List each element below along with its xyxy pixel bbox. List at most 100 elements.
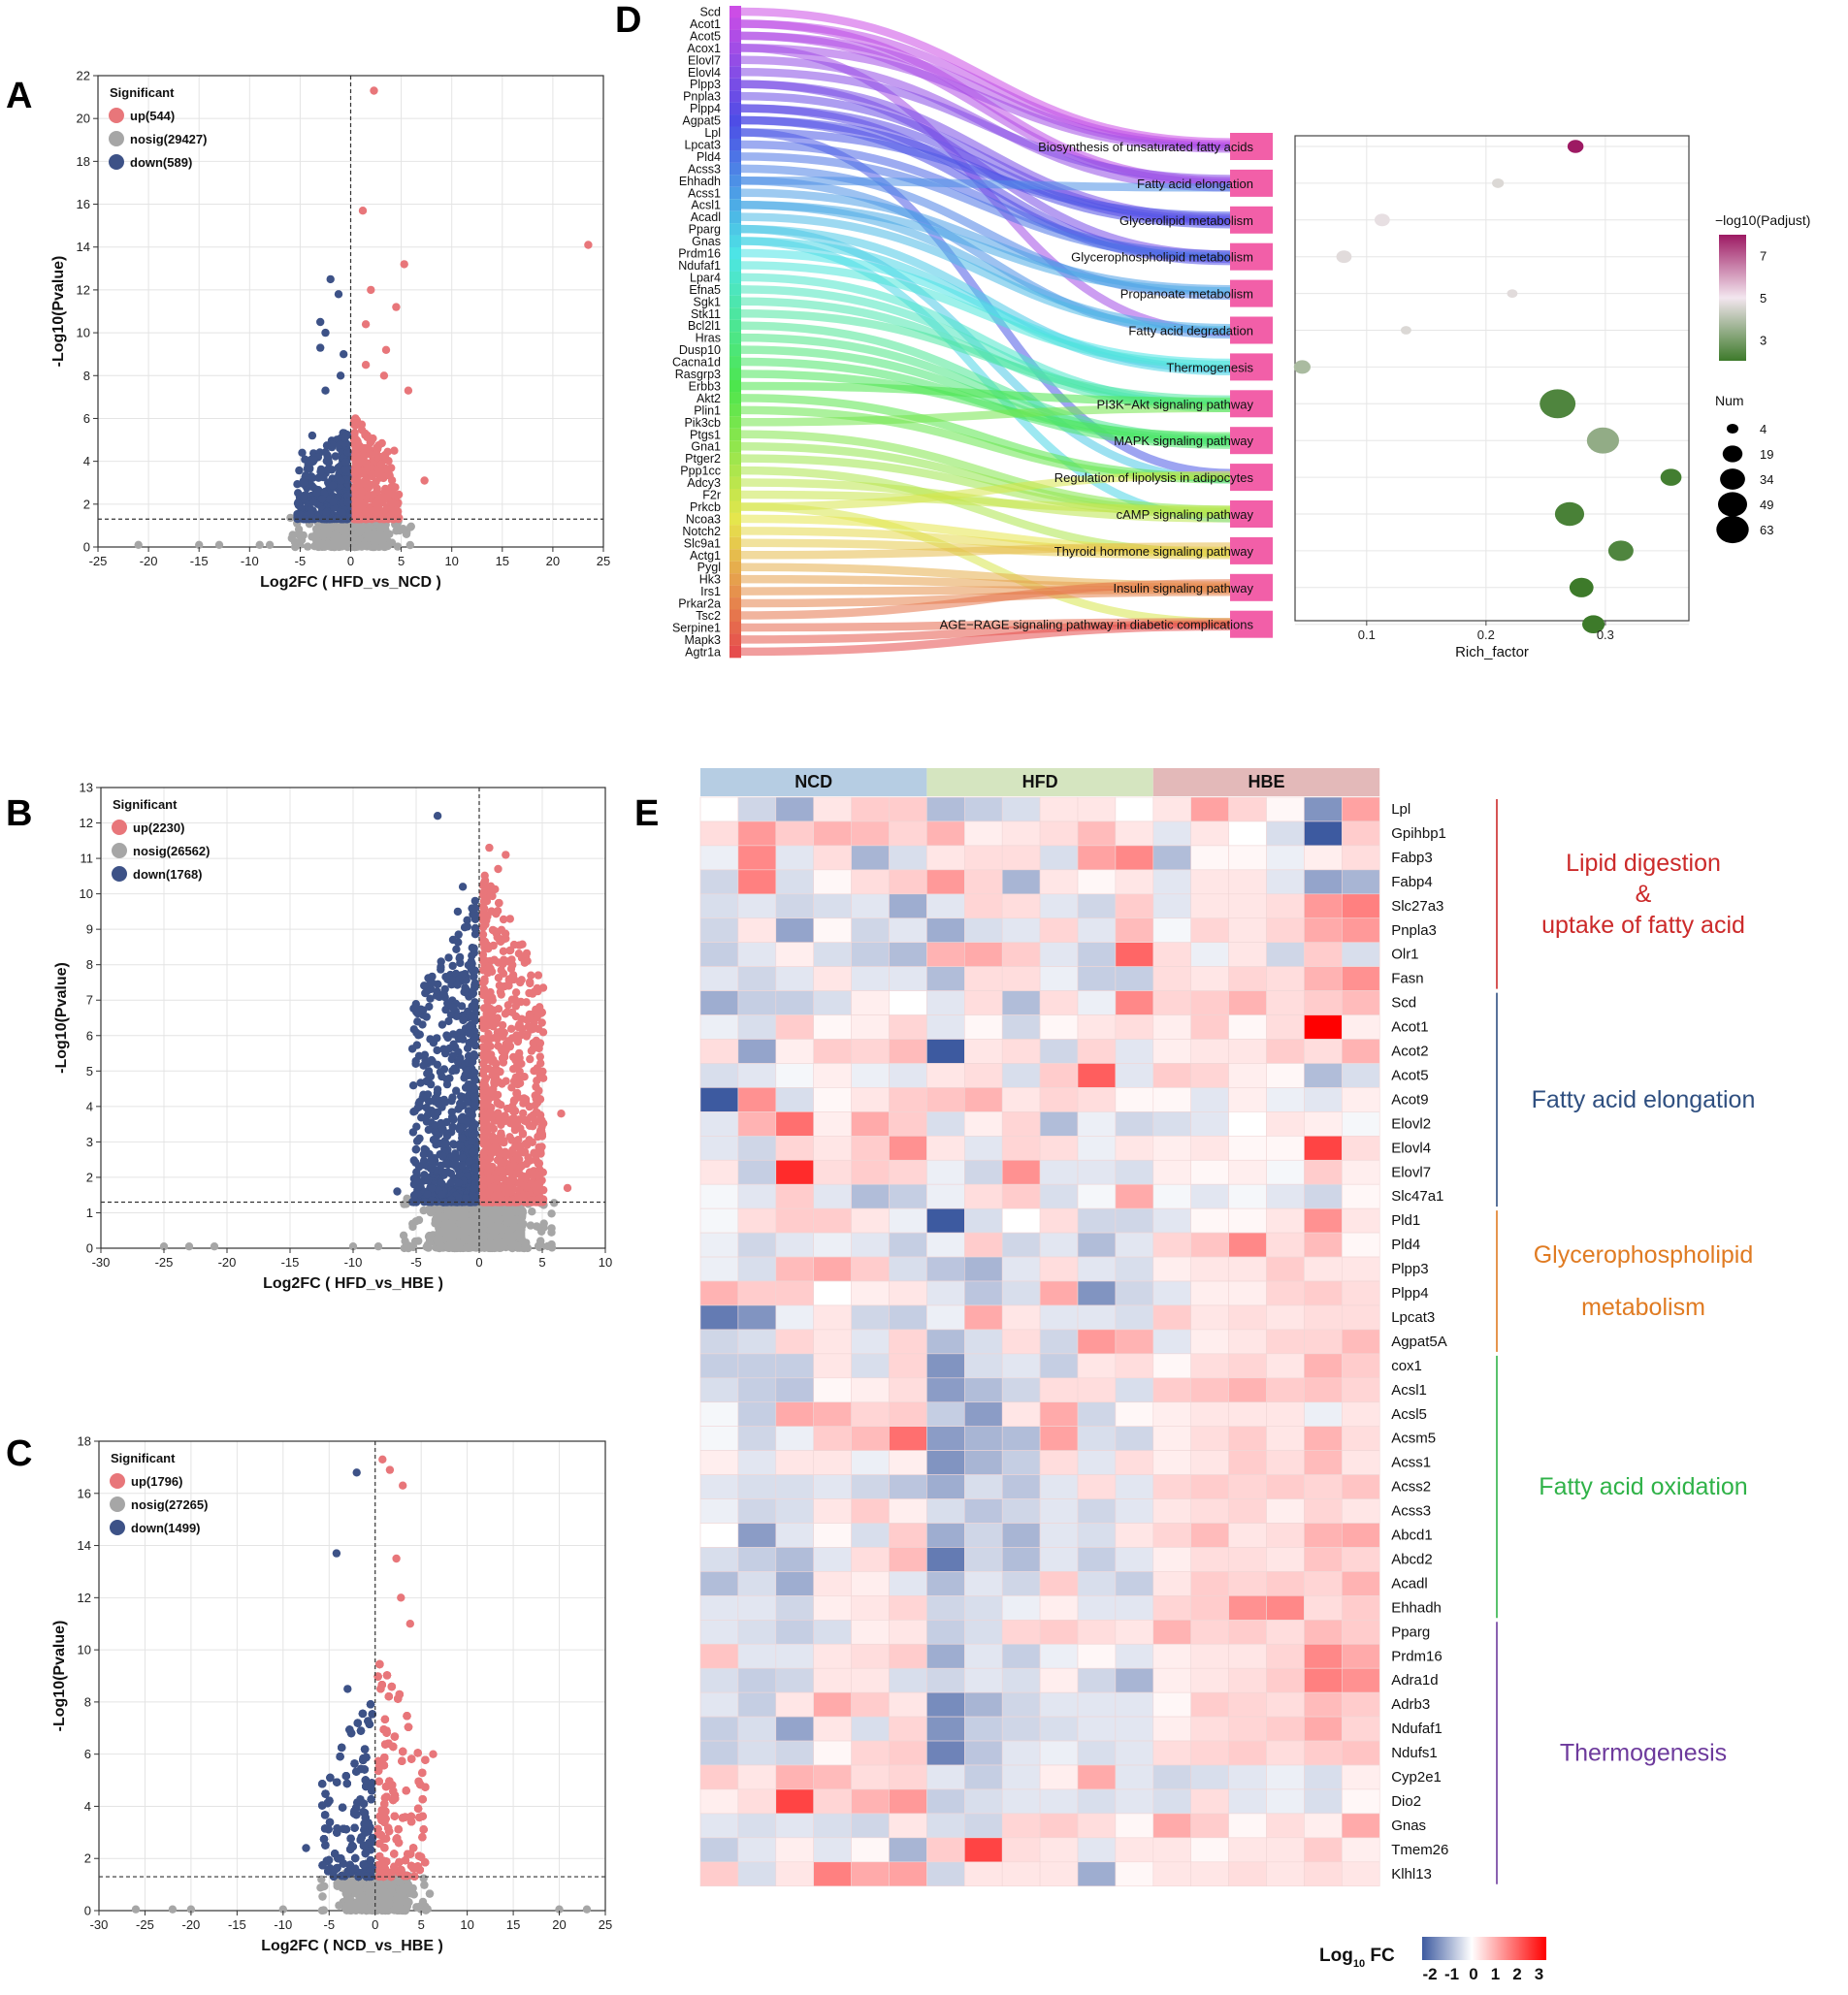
x-tick-label: -10 [344, 1255, 363, 1270]
point-nosig [421, 1906, 431, 1915]
y-tick-label: 0 [83, 540, 90, 555]
x-tick-label: -15 [281, 1255, 300, 1270]
point-up [535, 1159, 544, 1168]
point-down [455, 953, 464, 963]
point-down [448, 1122, 457, 1132]
point-up [493, 1156, 503, 1165]
point-up [361, 320, 371, 329]
point-nosig [318, 1892, 327, 1901]
legend-title: Significant [113, 797, 178, 812]
point-nosig [443, 1242, 452, 1251]
point-nosig [364, 529, 373, 537]
x-tick-label: 20 [546, 554, 560, 568]
point-nosig [405, 1887, 413, 1896]
point-down [455, 1140, 465, 1148]
point-up [514, 1115, 524, 1124]
point-down [470, 1068, 479, 1078]
point-up [479, 1174, 488, 1184]
point-down [341, 458, 350, 467]
point-down [468, 1002, 476, 1011]
y-tick-label: 7 [86, 993, 93, 1008]
point-down [326, 274, 335, 284]
point-up [367, 285, 375, 295]
point-down [412, 1041, 421, 1049]
point-up [506, 1197, 516, 1207]
point-nosig [452, 1237, 462, 1246]
point-nosig [526, 1221, 535, 1230]
point-down [455, 1193, 464, 1203]
y-tick-label: 14 [77, 240, 90, 254]
point-down [463, 1098, 472, 1107]
panel-label-a: A [6, 76, 33, 116]
point-down [458, 1161, 467, 1170]
point-nosig [372, 1882, 380, 1892]
point-nosig [539, 1219, 548, 1228]
point-up [501, 1148, 509, 1157]
point-down [463, 916, 471, 924]
point-down [418, 1020, 427, 1029]
point-down [448, 935, 458, 945]
point-nosig [335, 522, 344, 531]
point-nosig [319, 1906, 328, 1915]
point-up [503, 1008, 512, 1016]
point-up [497, 925, 506, 934]
point-down [427, 1156, 436, 1165]
point-up [526, 1196, 535, 1205]
point-down [461, 1071, 470, 1079]
point-up [507, 995, 517, 1004]
point-down [428, 1196, 437, 1205]
point-up [528, 1138, 536, 1146]
point-nosig [159, 1242, 169, 1251]
point-up [358, 207, 368, 215]
point-down [444, 1016, 453, 1026]
point-up [486, 882, 496, 890]
point-up [525, 1010, 535, 1019]
point-up [504, 1037, 513, 1046]
point-down [440, 1198, 450, 1207]
point-up [364, 514, 373, 523]
point-up [351, 452, 360, 462]
point-nosig [348, 1242, 358, 1251]
point-up [373, 443, 381, 452]
point-down [442, 1031, 451, 1040]
point-nosig [431, 1215, 440, 1225]
point-down [340, 465, 350, 474]
point-nosig [287, 533, 296, 543]
legend-marker-nosig [112, 843, 127, 858]
point-up [535, 1052, 544, 1061]
y-tick-label: 11 [81, 852, 94, 866]
point-down [465, 1029, 474, 1038]
point-nosig [134, 540, 143, 549]
point-nosig [479, 1231, 489, 1240]
point-down [437, 1118, 445, 1128]
legend-marker-down [112, 866, 127, 882]
point-up [349, 435, 359, 444]
y-axis-label: -Log10(Pvalue) [53, 962, 70, 1074]
point-up [563, 1183, 572, 1193]
point-up [389, 482, 398, 492]
x-axis-label: Log2FC ( HFD_vs_NCD ) [260, 574, 441, 591]
point-nosig [415, 1902, 424, 1912]
point-down [411, 1144, 421, 1154]
point-down [470, 1033, 480, 1043]
point-up [478, 930, 488, 939]
point-nosig [313, 540, 322, 550]
x-tick-label: 0 [347, 554, 354, 568]
point-up [351, 445, 360, 454]
point-up [493, 933, 502, 942]
point-down [470, 1184, 478, 1193]
point-down [448, 1093, 457, 1102]
point-up [491, 1142, 500, 1151]
point-up [535, 1144, 544, 1153]
point-up [487, 1034, 496, 1043]
point-down [419, 1006, 428, 1014]
point-up [372, 477, 380, 486]
point-up [367, 491, 375, 499]
point-down [426, 994, 435, 1003]
point-down [441, 1005, 450, 1014]
point-up [502, 851, 510, 859]
y-tick-label: 8 [83, 369, 90, 383]
point-up [538, 1067, 547, 1076]
panel-label-b: B [6, 793, 33, 834]
point-nosig [331, 531, 340, 539]
